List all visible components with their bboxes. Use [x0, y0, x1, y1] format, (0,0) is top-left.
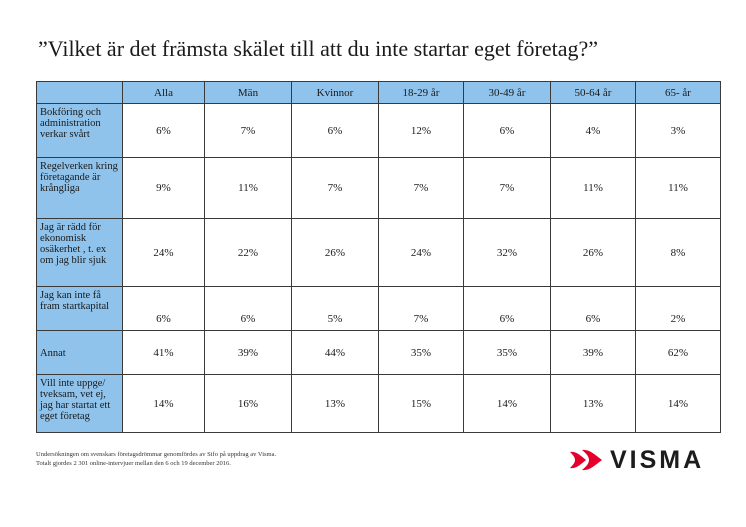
row-label: Annat [36, 330, 123, 375]
footnote-line: Undersökningen om svenskars företagsdröm… [36, 451, 277, 458]
table-cell: 24% [378, 218, 464, 287]
table-cell: 14% [635, 374, 721, 433]
header-cell-man: Män [204, 81, 292, 104]
table-row: Annat 41% 39% 44% 35% 35% 39% 62% [36, 330, 721, 375]
table-cell: 14% [122, 374, 205, 433]
table-cell: 6% [550, 286, 636, 331]
table-cell: 35% [378, 330, 464, 375]
table-cell: 32% [463, 218, 551, 287]
table-cell: 7% [378, 286, 464, 331]
table-cell: 4% [550, 103, 636, 158]
table-row: Bokföring och administration verkar svår… [36, 103, 721, 158]
row-label: Regelverken kring företagande är krångli… [36, 157, 123, 219]
table-row: Jag kan inte få fram startkapital 6% 6% … [36, 286, 721, 331]
table-cell: 44% [291, 330, 379, 375]
table-cell: 26% [291, 218, 379, 287]
footnote: Undersökningen om svenskars företagsdröm… [36, 450, 276, 468]
table-cell: 6% [291, 103, 379, 158]
table-cell: 11% [204, 157, 292, 219]
table-cell: 39% [550, 330, 636, 375]
table-cell: 62% [635, 330, 721, 375]
table-cell: 11% [550, 157, 636, 219]
visma-logo-icon [570, 449, 602, 471]
header-row: Alla Män Kvinnor 18-29 år 30-49 år 50-64… [36, 81, 721, 104]
table-cell: 12% [378, 103, 464, 158]
table-cell: 11% [635, 157, 721, 219]
table-cell: 7% [291, 157, 379, 219]
table-cell: 2% [635, 286, 721, 331]
table-cell: 13% [550, 374, 636, 433]
table-cell: 3% [635, 103, 721, 158]
visma-logo: VISMA [568, 446, 705, 474]
table-cell: 41% [122, 330, 205, 375]
table-cell: 22% [204, 218, 292, 287]
header-cell-65: 65- år [635, 81, 721, 104]
table-cell: 6% [122, 103, 205, 158]
table-cell: 16% [204, 374, 292, 433]
table-cell: 9% [122, 157, 205, 219]
table-cell: 6% [463, 103, 551, 158]
table-cell: 5% [291, 286, 379, 331]
table-cell: 35% [463, 330, 551, 375]
table-row: Jag är rädd för ekonomisk osäkerhet , t.… [36, 218, 721, 287]
table-cell: 6% [122, 286, 205, 331]
row-label: Jag är rädd för ekonomisk osäkerhet , t.… [36, 218, 123, 287]
row-label: Bokföring och administration verkar svår… [36, 103, 123, 158]
footnote-line: Totalt gjordes 2 301 online-intervjuer m… [36, 460, 231, 467]
table-row: Vill inte uppge/ tveksam, vet ej, jag ha… [36, 374, 721, 433]
table-cell: 14% [463, 374, 551, 433]
visma-logo-text: VISMA [610, 446, 705, 474]
table-cell: 8% [635, 218, 721, 287]
table-cell: 7% [204, 103, 292, 158]
table-row: Regelverken kring företagande är krångli… [36, 157, 721, 219]
header-cell-corner [36, 81, 123, 104]
header-cell-18-29: 18-29 år [378, 81, 464, 104]
table-cell: 13% [291, 374, 379, 433]
header-cell-30-49: 30-49 år [463, 81, 551, 104]
table-cell: 15% [378, 374, 464, 433]
table-cell: 24% [122, 218, 205, 287]
row-label: Vill inte uppge/ tveksam, vet ej, jag ha… [36, 374, 123, 433]
survey-table: Alla Män Kvinnor 18-29 år 30-49 år 50-64… [36, 81, 721, 433]
table-cell: 6% [463, 286, 551, 331]
page-title: ”Vilket är det främsta skälet till att d… [38, 36, 599, 61]
table-cell: 26% [550, 218, 636, 287]
header-cell-50-64: 50-64 år [550, 81, 636, 104]
header-cell-alla: Alla [122, 81, 205, 104]
table-cell: 6% [204, 286, 292, 331]
header-cell-kvinnor: Kvinnor [291, 81, 379, 104]
table-cell: 7% [378, 157, 464, 219]
row-label: Jag kan inte få fram startkapital [36, 286, 123, 331]
table-cell: 7% [463, 157, 551, 219]
table-cell: 39% [204, 330, 292, 375]
